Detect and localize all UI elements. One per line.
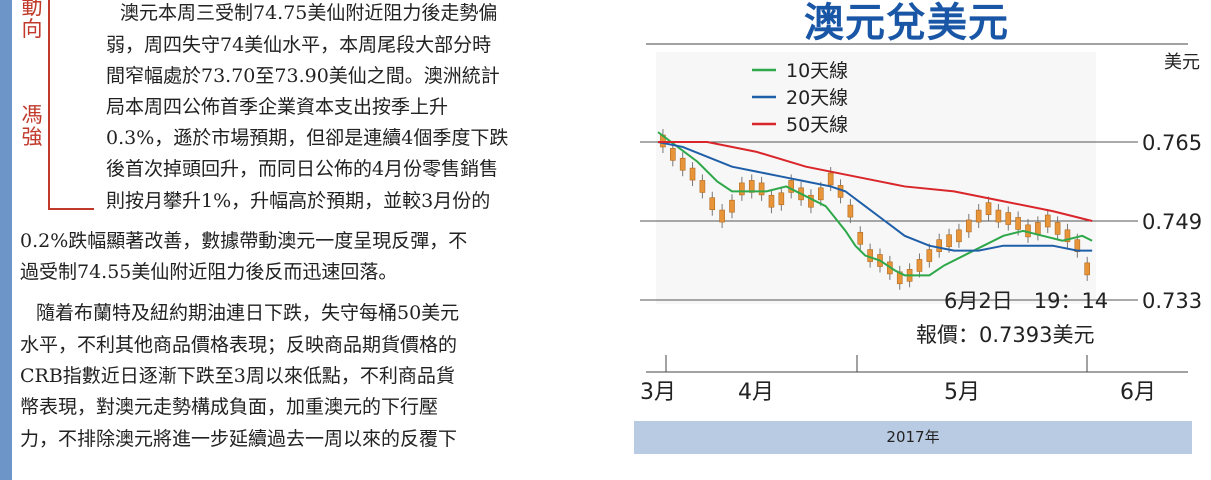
chart-footer-bar — [634, 421, 1192, 454]
article-line: 隨着布蘭特及紐約期油連日下跌，失守每桶50美元 — [36, 302, 460, 324]
x-tick-label: 6月 — [1120, 380, 1156, 405]
article-line: 幣表現，對澳元走勢構成負面，加重澳元的下行壓 — [20, 396, 439, 418]
chart-panel: 澳元兌美元 10天線 20天線 50天線 0.765 0.749 0.733 3月 4月 5… — [626, 0, 1211, 480]
candle-body — [689, 167, 696, 181]
chart-title: 澳元兌美元 — [804, 0, 1009, 46]
candle-body — [995, 209, 1002, 223]
candle-body — [1074, 239, 1081, 252]
article-line: 0.2%跌幅顯著改善，數據帶動澳元一度呈現反彈，不 — [20, 230, 468, 252]
x-tick-label: 5月 — [944, 380, 980, 405]
article-line: 間窄幅處於73.70至73.90美仙之間。澳洲統計 — [106, 65, 500, 87]
candle-body — [956, 229, 962, 243]
chart-svg: 10天線 20天線 50天線 0.765 0.749 0.733 3月 4月 5月 6月 美元… — [640, 43, 1202, 405]
candle-body — [768, 194, 775, 208]
candle-body — [1064, 229, 1071, 243]
unit-label: 美元 — [1164, 52, 1200, 73]
side-rule — [48, 0, 50, 210]
article-line: CRB指數近日逐漸下跌至3周以來低點，不利商品貨 — [20, 365, 455, 387]
candle-body — [679, 157, 686, 171]
candle-body — [719, 209, 725, 223]
candle-body — [965, 219, 972, 233]
candle-body — [1035, 222, 1041, 235]
series-line-50天線 — [658, 141, 1093, 222]
x-tick-label: 4月 — [738, 380, 774, 405]
candle-body — [1084, 262, 1091, 276]
article-line: 後首次掉頭回升，而同日公佈的4月份零售銷售 — [106, 158, 499, 180]
article-line: 力，不排除澳元將進一步延續過去一周以來的反覆下 — [20, 428, 458, 450]
candle-body — [1015, 217, 1021, 230]
candle-body — [739, 182, 745, 196]
x-tick-label: 3月 — [640, 380, 676, 405]
candle-body — [729, 199, 735, 213]
candle-body — [867, 249, 873, 262]
candle-body — [1054, 222, 1061, 235]
price-annotation-quote: 報價：0.7393美元 — [916, 323, 1094, 347]
article-line: 弱，周四失守74美仙水平，本周尾段大部分時 — [106, 34, 492, 56]
article-line: 水平，不利其他商品價格表現；反映商品期貨價格的 — [20, 334, 458, 356]
candle-body — [847, 204, 854, 218]
side-rule-tick — [48, 208, 94, 210]
section-label: 動向 — [21, 0, 43, 41]
candle-body — [1005, 212, 1012, 225]
series-line-20天線 — [657, 141, 1093, 252]
candle-body — [837, 185, 844, 198]
candle-body — [857, 231, 864, 245]
legend-label: 10天線 — [786, 60, 848, 82]
candle-body — [699, 180, 706, 193]
candle-body — [758, 182, 765, 196]
candle-body — [788, 180, 794, 193]
y-tick-label: 0.765 — [1142, 131, 1202, 155]
candle-body — [748, 180, 755, 193]
legend-label: 50天線 — [786, 114, 848, 136]
candle-body — [827, 172, 834, 186]
article-body: 澳元本周三受制74.75美仙附近阻力後走勢偏 弱，周四失守74美仙水平，本周尾段… — [20, 2, 509, 450]
candle-body — [926, 249, 933, 262]
series-line-10天線 — [657, 131, 1093, 277]
left-accent-bar — [0, 0, 12, 480]
chart-footer-year: 2017年 — [886, 428, 940, 446]
y-tick-label: 0.733 — [1142, 289, 1202, 313]
candle-body — [669, 148, 676, 161]
candle-body — [1044, 214, 1051, 228]
article-line: 0.3%，遜於市場預期，但卻是連續4個季度下跌 — [106, 127, 509, 149]
legend-label: 20天線 — [786, 87, 848, 109]
candle-body — [946, 234, 952, 248]
article-line: 過受制74.55美仙附近阻力後反而迅速回落。 — [20, 261, 398, 283]
candle-body — [808, 194, 814, 208]
candle-body — [975, 209, 982, 223]
price-annotation-time: 6月2日 19：14 — [944, 289, 1108, 313]
candle-body — [916, 259, 923, 272]
article-line: 則按月攀升1%，升幅高於預期，並較3月份的 — [106, 190, 491, 212]
candle-body — [936, 239, 943, 252]
candle-body — [709, 197, 716, 211]
y-tick-label: 0.749 — [1142, 210, 1202, 234]
article-line: 澳元本周三受制74.75美仙附近阻力後走勢偏 — [120, 2, 498, 24]
candle-body — [818, 187, 824, 201]
candle-body — [778, 192, 785, 206]
author-label: 馮強 — [21, 103, 43, 149]
candle-body — [985, 202, 992, 215]
article-line: 局本周四公佈首季企業資本支出按季上升 — [106, 96, 449, 118]
